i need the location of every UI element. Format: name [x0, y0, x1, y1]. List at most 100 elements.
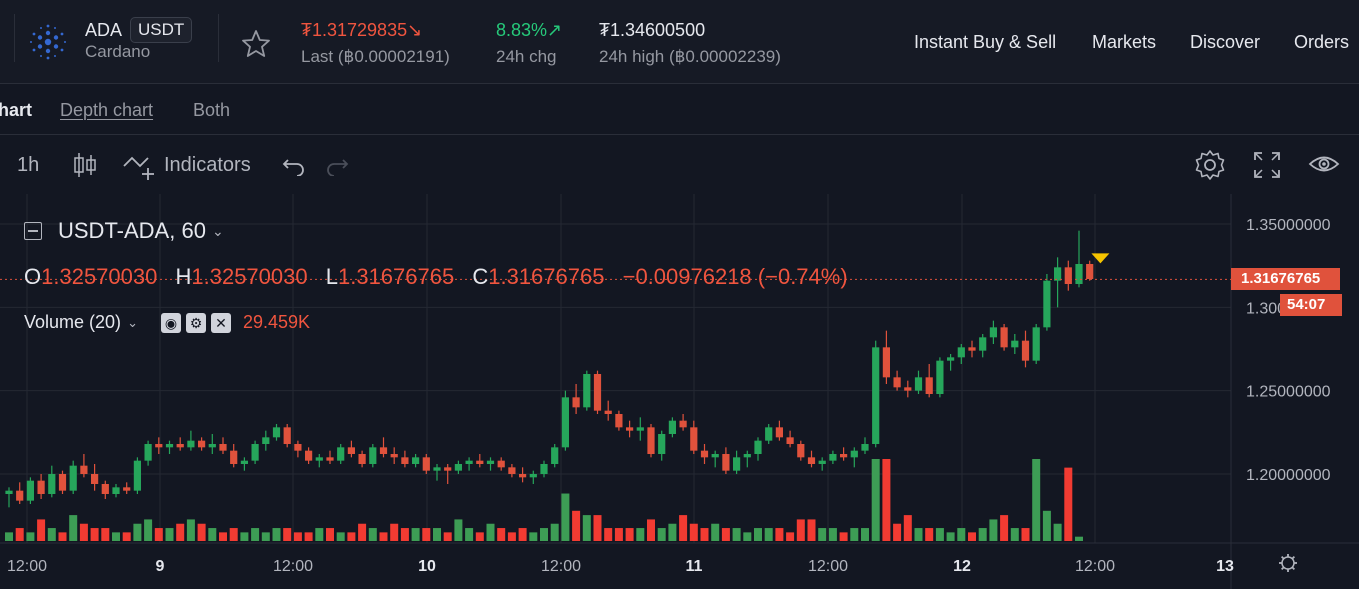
nav-discover[interactable]: Discover [1190, 32, 1261, 52]
candle-body [690, 427, 698, 451]
indicators-button[interactable]: Indicators [164, 154, 251, 176]
volume-label[interactable]: Volume (20) [24, 312, 122, 332]
volume-bar [732, 528, 741, 541]
volume-bar [37, 519, 46, 541]
volume-bar [540, 528, 548, 541]
candle-body [925, 377, 933, 394]
volume-bar [347, 532, 356, 541]
candle-body [754, 440, 762, 454]
tab-depth-chart[interactable]: Depth chart [60, 100, 154, 120]
price-tick-label: 1.35000000 [1246, 217, 1331, 234]
divider [14, 14, 15, 62]
volume-bar [283, 528, 292, 541]
volume-bar [647, 519, 655, 541]
last-price-stat: ₮1.31729835↘ Last (฿0.00002191) [301, 20, 450, 67]
nav-markets[interactable]: Markets [1092, 32, 1157, 52]
volume-bar [69, 515, 78, 541]
candle-body [144, 444, 152, 461]
tab-both[interactable]: Both [193, 100, 231, 120]
volume-bar [625, 528, 634, 541]
price-tick-label: 1.20000000 [1246, 467, 1331, 484]
volume-bar [582, 515, 591, 541]
collapse-icon[interactable] [24, 222, 42, 240]
interval-button[interactable]: 1h [17, 154, 40, 176]
candle-body [37, 480, 45, 494]
volume-bar [208, 528, 217, 541]
volume-bar [657, 528, 666, 541]
quote-badge[interactable]: USDT [130, 17, 193, 43]
candle-body [743, 454, 751, 458]
indicators-icon[interactable] [122, 152, 158, 182]
candle-body [786, 437, 794, 444]
redo-icon[interactable] [325, 154, 349, 176]
volume-eye-icon[interactable]: ◉ [160, 312, 181, 333]
volume-bar [1042, 510, 1051, 541]
candle-body [422, 457, 430, 471]
volume-bar [326, 528, 334, 541]
candle-body [615, 414, 623, 428]
candle-body [807, 457, 816, 464]
grid [0, 194, 1231, 543]
price-tick-label: 1.25000000 [1246, 384, 1331, 401]
candle-body [91, 474, 99, 484]
volume-bar [122, 532, 131, 541]
candle-body [80, 465, 88, 474]
candle-type-icon[interactable] [72, 151, 98, 179]
chevron-down-icon[interactable]: ⌄ [211, 222, 224, 239]
time-tick-label: 12:00 [808, 558, 848, 575]
candle-body [840, 454, 848, 458]
high-marker-icon [1091, 253, 1110, 264]
volume-bar [604, 528, 613, 541]
visibility-eye-icon[interactable] [1308, 153, 1340, 175]
volume-bar [358, 523, 367, 541]
favorite-star-icon[interactable] [240, 28, 272, 60]
candle-body [230, 450, 238, 464]
low-value: 1.31676765 [337, 264, 455, 289]
time-axis-settings-icon[interactable] [1279, 554, 1297, 572]
candle-body [936, 360, 944, 394]
top-bar: ADA USDT Cardano ₮1.31729835↘ Last (฿0.0… [0, 0, 1359, 84]
volume-legend: Volume (20) ⌄ ◉ ⚙ ✕ 29.459K [24, 312, 310, 333]
tab-chart[interactable]: hart [0, 100, 33, 120]
volume-bar [957, 528, 966, 541]
candle-body [604, 410, 612, 414]
high-value: 1.32570030 [191, 264, 308, 289]
close-label: C [472, 264, 489, 289]
fullscreen-icon[interactable] [1253, 151, 1281, 179]
volume-bar [968, 532, 976, 541]
volume-bar [946, 532, 955, 541]
volume-bar [507, 532, 516, 541]
candle-body [26, 480, 34, 501]
candle-body [1021, 340, 1030, 361]
nav-instant-buy-sell[interactable]: Instant Buy & Sell [914, 32, 1057, 52]
time-tick-label: 12:00 [1075, 558, 1115, 575]
volume-bar [219, 532, 227, 541]
chart-tabs: hart Depth chart Both [0, 85, 1359, 135]
volume-settings-icon[interactable]: ⚙ [185, 312, 206, 333]
chevron-down-icon[interactable]: ⌄ [127, 314, 138, 330]
symbol-legend[interactable]: USDT-ADA, 60 ⌄ [24, 218, 224, 244]
volume-close-icon[interactable]: ✕ [210, 312, 231, 333]
ohlc-legend: O1.32570030 H1.32570030 L1.31676765 C1.3… [24, 264, 860, 290]
volume-bar [721, 528, 730, 541]
volume-bar [293, 532, 302, 541]
last-price-label: Last (฿0.00002191) [301, 47, 450, 66]
candle-body [765, 427, 773, 441]
candle-body [379, 447, 388, 454]
candle-body [872, 347, 880, 444]
candle-body [48, 474, 56, 494]
volume-bar [26, 532, 35, 541]
price-chart[interactable]: 1.350000001.300000001.250000001.20000000… [0, 194, 1359, 589]
volume-bar [572, 510, 581, 541]
coin-symbol: ADA [85, 20, 123, 40]
time-tick-label: 10 [418, 558, 436, 575]
candle-body [454, 464, 462, 471]
candle-body [551, 447, 559, 464]
undo-icon[interactable] [282, 154, 306, 176]
volume-bar [272, 528, 281, 541]
volume-bar [1075, 536, 1083, 541]
nav-orders[interactable]: Orders [1294, 32, 1350, 52]
settings-gear-icon[interactable] [1194, 149, 1226, 181]
volume-bar [165, 528, 174, 541]
candle-body [904, 387, 912, 391]
